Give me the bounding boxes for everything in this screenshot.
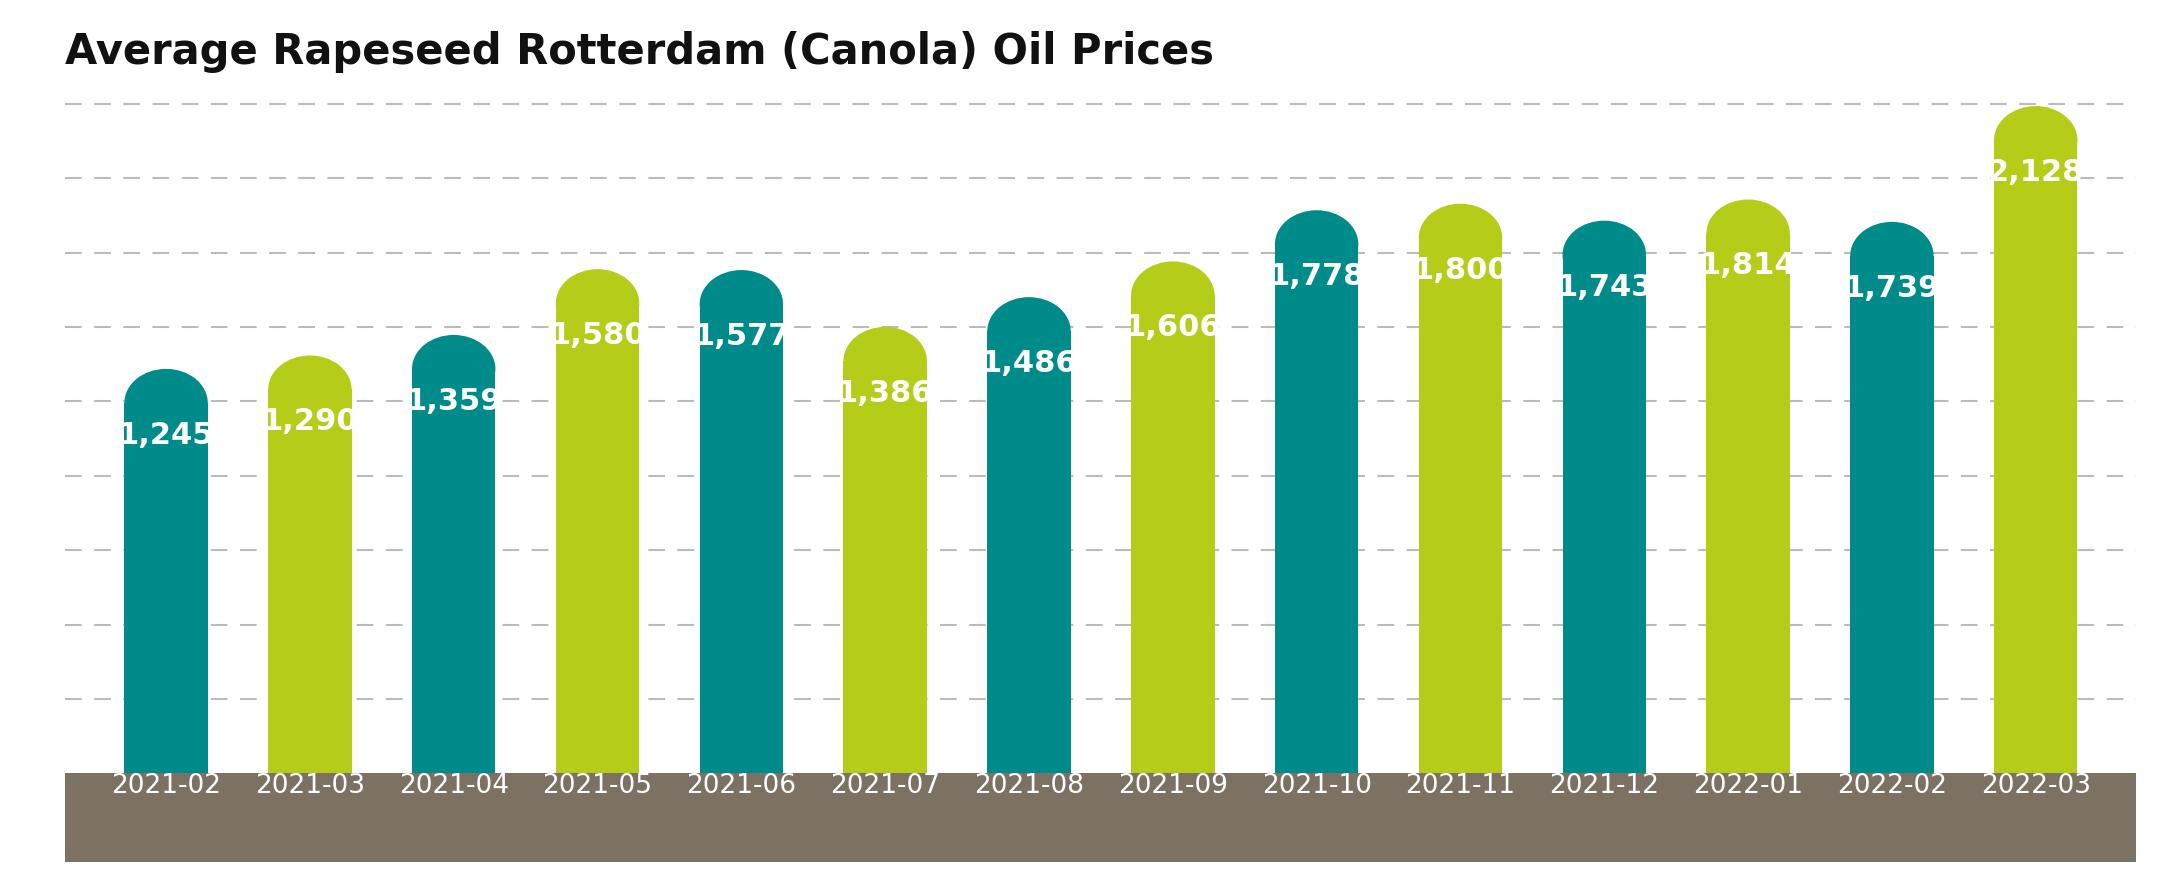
Text: 2021-04: 2021-04 <box>399 773 508 799</box>
Bar <box>1419 237 1502 773</box>
Text: 1,386: 1,386 <box>837 379 933 408</box>
Text: 2022-01: 2022-01 <box>1694 773 1803 799</box>
Text: 2021-11: 2021-11 <box>1406 773 1515 799</box>
Ellipse shape <box>412 335 495 403</box>
Ellipse shape <box>1995 106 2078 174</box>
Text: 1,739: 1,739 <box>1844 274 1940 303</box>
Bar <box>1851 256 1934 773</box>
Ellipse shape <box>124 369 207 436</box>
Text: 2021-12: 2021-12 <box>1550 773 1659 799</box>
Text: 2021-10: 2021-10 <box>1262 773 1371 799</box>
Ellipse shape <box>988 297 1070 365</box>
Text: 2021-02: 2021-02 <box>111 773 220 799</box>
Bar <box>65 773 2136 862</box>
Text: 2,128: 2,128 <box>1988 158 2084 187</box>
Bar <box>988 332 1070 773</box>
Text: Average Rapeseed Rotterdam (Canola) Oil Prices: Average Rapeseed Rotterdam (Canola) Oil … <box>65 31 1214 73</box>
Ellipse shape <box>700 270 783 338</box>
Text: 1,577: 1,577 <box>693 322 789 351</box>
Ellipse shape <box>1275 210 1358 278</box>
Bar <box>1563 254 1646 773</box>
Text: 2021-06: 2021-06 <box>687 773 796 799</box>
Ellipse shape <box>268 356 351 423</box>
Bar <box>124 403 207 773</box>
Bar <box>268 389 351 773</box>
Text: 1,606: 1,606 <box>1125 313 1221 342</box>
Text: 1,814: 1,814 <box>1700 252 1796 280</box>
Ellipse shape <box>1707 199 1790 268</box>
Ellipse shape <box>1851 222 1934 290</box>
Text: 2021-05: 2021-05 <box>543 773 652 799</box>
Text: 2022-02: 2022-02 <box>1838 773 1947 799</box>
Bar <box>844 361 926 773</box>
Bar <box>700 304 783 773</box>
Bar <box>1707 234 1790 773</box>
Ellipse shape <box>556 269 639 337</box>
Bar <box>1275 244 1358 773</box>
Text: 1,580: 1,580 <box>549 321 645 350</box>
Text: 2021-09: 2021-09 <box>1118 773 1227 799</box>
Text: 1,359: 1,359 <box>405 387 501 416</box>
Text: 1,800: 1,800 <box>1413 255 1509 284</box>
Bar <box>1131 295 1214 773</box>
Bar <box>556 303 639 773</box>
Text: 2021-03: 2021-03 <box>255 773 364 799</box>
Text: 1,290: 1,290 <box>262 407 358 436</box>
Ellipse shape <box>844 327 926 395</box>
Text: 1,778: 1,778 <box>1269 262 1365 291</box>
Text: 2021-07: 2021-07 <box>831 773 940 799</box>
Bar <box>412 369 495 773</box>
Ellipse shape <box>1131 261 1214 330</box>
Ellipse shape <box>1419 204 1502 272</box>
Text: 1,245: 1,245 <box>118 420 214 450</box>
Bar <box>1995 140 2078 773</box>
Ellipse shape <box>1563 220 1646 289</box>
Text: 1,486: 1,486 <box>981 349 1077 378</box>
Text: 2021-08: 2021-08 <box>974 773 1083 799</box>
Text: 2022-03: 2022-03 <box>1982 773 2091 799</box>
Text: 1,743: 1,743 <box>1557 273 1652 301</box>
